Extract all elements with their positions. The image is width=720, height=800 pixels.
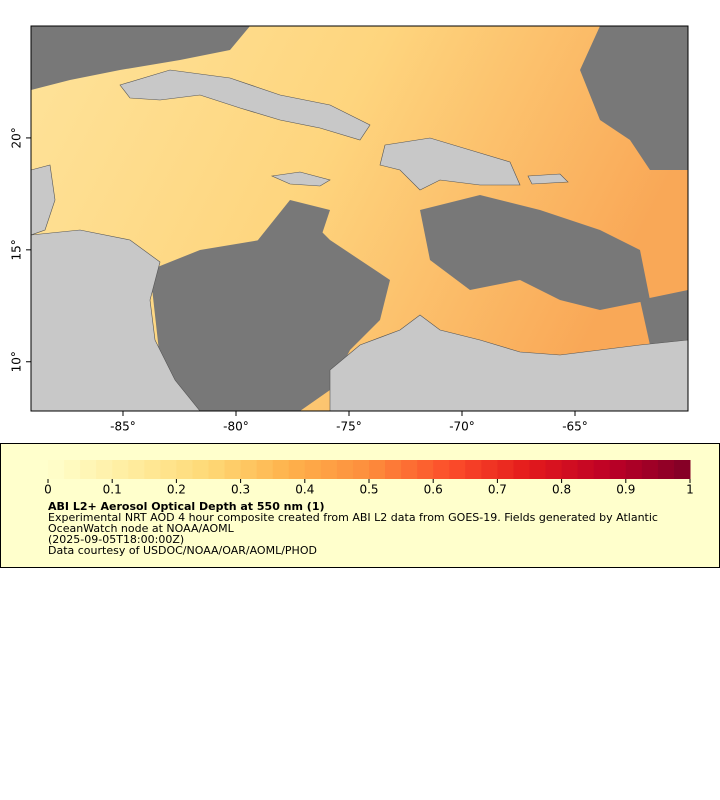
colorbar-cell (433, 460, 450, 479)
colorbar-cell (64, 460, 81, 479)
colorbar-cell (609, 460, 627, 479)
colorbar-tick-label: 0.7 (488, 483, 507, 497)
colorbar-cell (320, 460, 338, 479)
colorbar-cell (112, 460, 129, 479)
colorbar-cell (385, 460, 402, 479)
colorbar-cell (625, 460, 643, 479)
colorbar-cell (465, 460, 482, 479)
colorbar-cell (80, 460, 97, 479)
map-frame (30, 25, 689, 412)
colorbar-cell (673, 460, 691, 479)
colorbar-cell (272, 460, 290, 479)
map: -85° -80° -75° -70° -65° 10° 15° 20° (10, 25, 689, 434)
legend-description: Experimental NRT AOD 4 hour composite cr… (48, 511, 658, 535)
legend-title: ABI L2+ Aerosol Optical Depth at 550 nm … (48, 500, 325, 513)
colorbar-cell (577, 460, 595, 479)
map-field (31, 26, 688, 411)
x-tick-label: -70° (449, 420, 475, 434)
colorbar-cell (401, 460, 418, 479)
colorbar-cell (513, 460, 530, 479)
colorbar-cell (481, 460, 498, 479)
colorbar-cell (240, 460, 258, 479)
colorbar-cell (288, 460, 306, 479)
legend-credit: Data courtesy of USDOC/NOAA/OAR/AOML/PHO… (48, 544, 317, 557)
colorbar-cell (208, 460, 226, 479)
x-tick-label: -65° (562, 420, 588, 434)
colorbar-cell (144, 460, 161, 479)
colorbar-cell (48, 460, 65, 479)
colorbar-tick-label: 0.5 (359, 483, 378, 497)
colorbar-cell (369, 460, 386, 479)
x-tick-label: -85° (110, 420, 136, 434)
y-tick-label: 20° (10, 127, 24, 148)
colorbar-cell (96, 460, 113, 479)
colorbar-cell (449, 460, 466, 479)
colorbar-cell (497, 460, 514, 479)
colorbar-cell (657, 460, 675, 479)
colorbar-cell (304, 460, 322, 479)
colorbar-cell (561, 460, 579, 479)
colorbar-tick-label: 0.3 (231, 483, 250, 497)
colorbar-cell (256, 460, 274, 479)
colorbar-tick-label: 1 (686, 483, 694, 497)
colorbar-cell (224, 460, 242, 479)
legend: 0 0.1 0.2 0.3 0.4 0.5 0.6 0.7 0.8 0.9 1 ABI L2+ Ae… (0, 443, 720, 568)
colorbar-cell (352, 460, 370, 479)
colorbar-cell (192, 460, 209, 479)
colorbar-cell (176, 460, 193, 479)
colorbar-tick-label: 0 (44, 483, 52, 497)
x-tick-label: -80° (223, 420, 249, 434)
colorbar-tick-label: 0.8 (552, 483, 571, 497)
legend-time: (2025-09-05T18:00:00Z) (48, 533, 185, 546)
colorbar-cell (529, 460, 547, 479)
colorbar-tick-label: 0.1 (103, 483, 122, 497)
colorbar-cell (545, 460, 563, 479)
colorbar-tick-label: 0.4 (295, 483, 314, 497)
colorbar-cell (336, 460, 354, 479)
colorbar-cell (128, 460, 145, 479)
colorbar-cell (593, 460, 611, 479)
colorbar-cell (417, 460, 434, 479)
colorbar-tick-label: 0.6 (424, 483, 443, 497)
colorbar-tick-label: 0.2 (167, 483, 186, 497)
y-tick-label: 15° (10, 239, 24, 260)
colorbar-cell (160, 460, 177, 479)
x-tick-label: -75° (336, 420, 362, 434)
legend-text: ABI L2+ Aerosol Optical Depth at 550 nm … (48, 501, 688, 556)
colorbar-tick-label: 0.9 (616, 483, 635, 497)
colorbar: 0 0.1 0.2 0.3 0.4 0.5 0.6 0.7 0.8 0.9 1 (44, 460, 694, 497)
colorbar-cell (641, 460, 659, 479)
y-tick-label: 10° (10, 351, 24, 372)
